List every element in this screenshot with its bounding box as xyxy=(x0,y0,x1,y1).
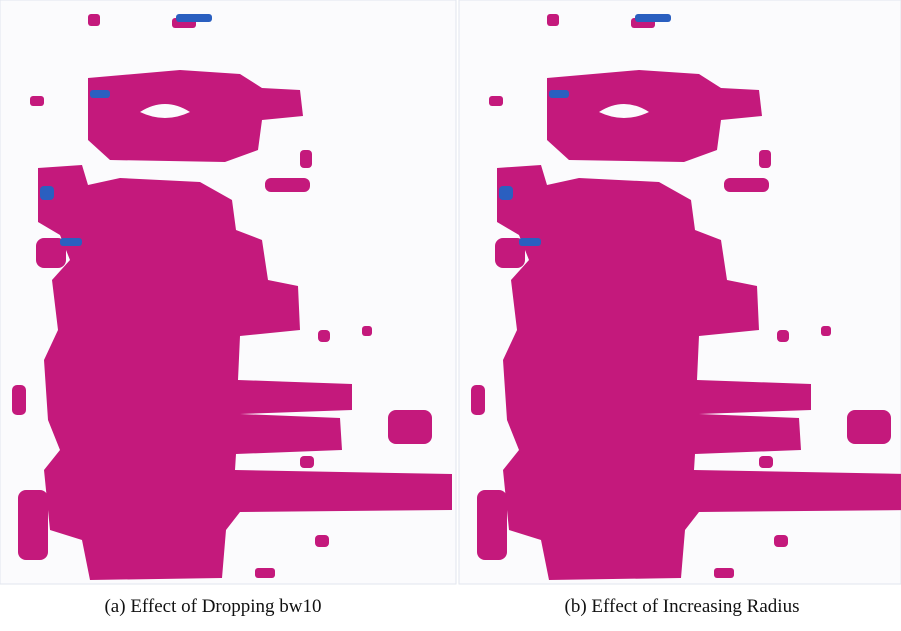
page: (a) Effect of Dropping bw10 (b) Effect o… xyxy=(0,0,901,631)
subfigure-caption: (a) Effect of Dropping bw10 xyxy=(104,596,321,617)
subfigure-caption: (b) Effect of Increasing Radius xyxy=(565,596,800,617)
figure: (a) Effect of Dropping bw10 (b) Effect o… xyxy=(0,0,901,631)
